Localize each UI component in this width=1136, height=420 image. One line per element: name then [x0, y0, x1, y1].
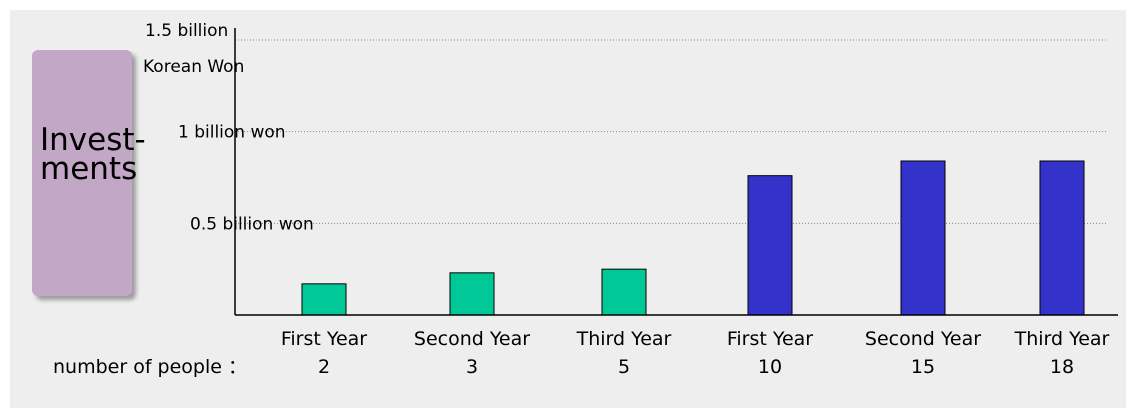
people-count-2: 3 [466, 356, 478, 378]
y-tick-label-1: 1 billion won [178, 123, 286, 143]
bar-1 [301, 283, 347, 316]
bar-2 [449, 272, 495, 316]
people-count-4: 10 [758, 356, 782, 378]
y-tick-label-2: 0.5 billion won [190, 214, 314, 234]
bar-3 [601, 268, 647, 316]
x-tick-label-2: Second Year [414, 328, 530, 350]
people-count-3: 5 [618, 356, 630, 378]
people-count-1: 2 [318, 356, 330, 378]
x-tick-label-4: First Year [727, 328, 813, 350]
x-tick-label-6: Third Year [1014, 328, 1110, 350]
x-tick-label-3: Third Year [576, 328, 672, 350]
y-tick-label-0-line2: Korean Won [143, 57, 244, 77]
investments-label-box [32, 50, 132, 296]
people-count-6: 18 [1050, 356, 1074, 378]
bar-6 [1039, 160, 1085, 316]
x-tick-label-1: First Year [281, 328, 367, 350]
x-tick-label-5: Second Year [865, 328, 981, 350]
people-count-5: 15 [911, 356, 935, 378]
people-row-label: number of people ： [53, 356, 247, 378]
bar-5 [900, 160, 946, 316]
bar-4 [747, 175, 793, 316]
y-tick-label-0: 1.5 billion [145, 21, 228, 41]
investments-label: Invest- ments [40, 122, 146, 187]
